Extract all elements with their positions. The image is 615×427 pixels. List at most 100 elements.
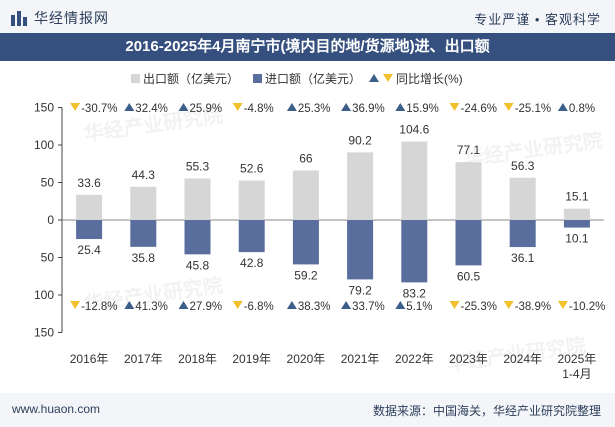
legend-swatch-import: [253, 74, 262, 83]
import-bar: [347, 220, 374, 280]
export-growth-label: 25.3%: [298, 103, 331, 115]
export-value-label: 44.3: [132, 168, 156, 182]
chart-title: 2016-2025年4月南宁市(境内目的地/货源地)进、出口额: [0, 33, 615, 61]
export-bar: [509, 177, 536, 220]
import-growth-up-icon: [286, 301, 297, 309]
export-growth-label: 32.4%: [135, 103, 168, 115]
legend-label-import: 进口额（亿美元）: [265, 71, 361, 86]
import-value-label: 36.1: [511, 251, 535, 265]
legend-swatch-export: [131, 74, 140, 83]
export-growth-down-icon: [503, 103, 514, 111]
legend-label-export: 出口额（亿美元）: [143, 71, 239, 86]
y-tick-label: 100: [34, 288, 54, 302]
bar-logo-icon: [11, 11, 27, 26]
y-tick-label: 100: [34, 138, 54, 152]
x-tick-label: 2018年: [178, 352, 217, 366]
export-growth-up-icon: [341, 103, 352, 111]
export-growth-label: -25.1%: [515, 103, 551, 115]
import-growth-label: -25.3%: [461, 301, 497, 313]
export-bar: [76, 194, 103, 220]
import-growth-up-icon: [124, 301, 135, 309]
import-growth-up-icon: [395, 301, 406, 309]
export-bar: [401, 141, 428, 220]
x-tick-label: 2021年: [341, 352, 380, 366]
x-tick-label: 2016年: [70, 352, 109, 366]
import-value-label: 79.2: [348, 283, 372, 297]
website-link[interactable]: www.huaon.com: [12, 402, 101, 416]
x-tick-label: 2025年: [558, 352, 597, 366]
legend-up-triangle-icon: [369, 74, 379, 82]
import-value-label: 42.8: [240, 256, 264, 270]
y-tick-label: 50: [41, 251, 55, 265]
export-value-label: 33.6: [77, 176, 101, 190]
export-bar: [184, 178, 211, 220]
import-growth-label: -12.8%: [81, 301, 117, 313]
import-growth-down-icon: [70, 301, 81, 309]
import-value-label: 83.2: [403, 286, 427, 300]
export-bar: [347, 152, 374, 220]
x-tick-label: 2024年: [503, 352, 542, 366]
export-bar: [130, 186, 157, 220]
export-growth-down-icon: [70, 103, 81, 111]
export-growth-down-icon: [232, 103, 243, 111]
import-growth-down-icon: [503, 301, 514, 309]
x-tick-label: 2022年: [395, 352, 434, 366]
export-value-label: 77.1: [457, 143, 481, 157]
top-bar: 华经情报网 专业严谨 • 客观科学: [0, 0, 615, 33]
x-tick-label: 2017年: [124, 352, 163, 366]
footer-bar: www.huaon.com 数据来源：中国海关，华经产业研究院整理: [0, 393, 615, 427]
export-growth-up-icon: [124, 103, 135, 111]
y-tick-label: 150: [34, 101, 54, 115]
export-value-label: 52.6: [240, 162, 264, 176]
import-growth-up-icon: [178, 301, 189, 309]
legend-label-growth: 同比增长(%): [396, 72, 463, 86]
import-growth-up-icon: [341, 301, 352, 309]
export-growth-up-icon: [557, 103, 568, 111]
x-tick-label: 2019年: [232, 352, 271, 366]
import-value-label: 60.5: [457, 269, 481, 283]
x-tick-label: 2023年: [449, 352, 488, 366]
export-bar: [292, 170, 319, 220]
import-value-label: 10.1: [565, 232, 589, 246]
import-value-label: 45.8: [186, 258, 210, 272]
export-value-label: 66: [299, 152, 313, 166]
import-bar: [455, 220, 482, 266]
import-growth-down-icon: [449, 301, 460, 309]
import-bar: [563, 220, 590, 228]
export-bar: [455, 162, 482, 220]
export-value-label: 55.3: [186, 160, 210, 174]
import-growth-label: 5.1%: [406, 301, 432, 313]
import-value-label: 59.2: [294, 268, 318, 282]
import-growth-label: -6.8%: [244, 301, 274, 313]
import-growth-label: 38.3%: [298, 301, 331, 313]
import-bar: [292, 220, 319, 265]
import-growth-label: -10.2%: [569, 301, 605, 313]
import-growth-down-icon: [557, 301, 568, 309]
import-value-label: 25.4: [77, 243, 101, 257]
import-growth-label: 27.9%: [190, 301, 223, 313]
export-bar: [238, 180, 265, 220]
export-growth-label: 0.8%: [569, 103, 595, 115]
import-bar: [184, 220, 211, 255]
import-bar: [238, 220, 265, 253]
legend-down-triangle-icon: [383, 74, 393, 82]
export-growth-down-icon: [449, 103, 460, 111]
y-tick-label: 0: [47, 213, 54, 227]
export-growth-up-icon: [178, 103, 189, 111]
x-tick-label: 2020年: [287, 352, 326, 366]
export-value-label: 15.1: [565, 190, 589, 204]
export-growth-label: -30.7%: [81, 103, 117, 115]
data-source: 数据来源：中国海关，华经产业研究院整理: [372, 404, 601, 418]
tagline: 专业严谨 • 客观科学: [474, 12, 601, 27]
brand-logo: 华经情报网: [10, 8, 109, 28]
export-growth-label: 36.9%: [352, 103, 385, 115]
x-tick-label-sub: 1-4月: [562, 367, 591, 381]
export-growth-label: 15.9%: [406, 103, 439, 115]
export-value-label: 104.6: [399, 123, 429, 137]
import-bar: [130, 220, 157, 247]
export-value-label: 56.3: [511, 159, 535, 173]
import-bar: [76, 220, 103, 240]
export-growth-label: 25.9%: [190, 103, 223, 115]
import-bar: [509, 220, 536, 248]
